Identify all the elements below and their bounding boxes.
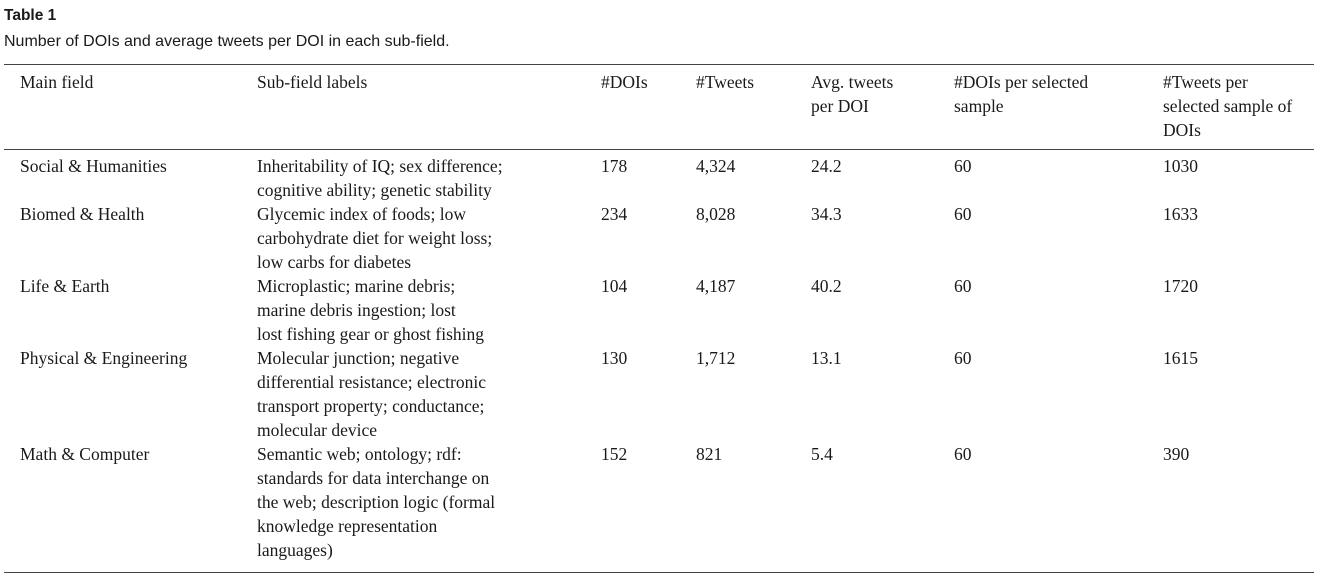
sub-field-line: marine debris ingestion; lost bbox=[257, 300, 456, 320]
cell-main-field: Math & Computer bbox=[20, 444, 150, 464]
sub-field-line: Microplastic; marine debris; bbox=[257, 276, 456, 296]
cell-dois: 130 bbox=[601, 348, 628, 368]
cell-sub-field: Semantic web; ontology; rdf: standards fo… bbox=[257, 442, 601, 562]
sub-field-line: cognitive ability; genetic stability bbox=[257, 180, 492, 200]
cell-sub-field: Inheritability of IQ; sex difference; cog… bbox=[257, 154, 601, 202]
cell-avg-tweets: 40.2 bbox=[811, 276, 842, 296]
header-avg-line: Avg. tweets bbox=[811, 72, 894, 92]
sub-field-line: the web; description logic (formal bbox=[257, 492, 496, 512]
header-tweets-selected: #Tweets per selected sample of DOIs bbox=[1163, 70, 1330, 148]
cell-dois-selected: 60 bbox=[954, 444, 972, 464]
cell-dois: 234 bbox=[601, 204, 628, 224]
cell-sub-field: Glycemic index of foods; low carbohydrate… bbox=[257, 202, 601, 274]
table-caption: Number of DOIs and average tweets per DO… bbox=[4, 33, 450, 50]
sub-field-line: molecular device bbox=[257, 420, 378, 440]
cell-dois: 152 bbox=[601, 444, 628, 464]
sub-field-line: Inheritability of IQ; sex difference; bbox=[257, 156, 503, 176]
sub-field-line: differential resistance; electronic bbox=[257, 372, 487, 392]
table-row: Life & Earth Microplastic; marine debris;… bbox=[4, 274, 1330, 346]
table-row: Math & Computer Semantic web; ontology; r… bbox=[4, 442, 1330, 562]
cell-dois: 178 bbox=[601, 156, 628, 176]
header-dois-selected-line: #DOIs per selected bbox=[954, 72, 1089, 92]
cell-dois-selected: 60 bbox=[954, 276, 972, 296]
cell-tweets: 4,187 bbox=[696, 276, 736, 296]
cell-tweets: 4,324 bbox=[696, 156, 736, 176]
cell-avg-tweets: 13.1 bbox=[811, 348, 842, 368]
sub-field-line: languages) bbox=[257, 540, 333, 560]
cell-dois-selected: 60 bbox=[954, 156, 972, 176]
sub-field-line: lost fishing gear or ghost fishing bbox=[257, 324, 484, 344]
cell-dois: 104 bbox=[601, 276, 628, 296]
header-tweets-selected-line: selected sample of bbox=[1163, 96, 1293, 116]
cell-sub-field: Molecular junction; negative differential… bbox=[257, 346, 601, 442]
cell-tweets: 1,712 bbox=[696, 348, 736, 368]
cell-main-field: Physical & Engineering bbox=[20, 348, 188, 368]
sub-field-line: knowledge representation bbox=[257, 516, 438, 536]
table-title: Table 1 bbox=[4, 7, 57, 24]
header-avg-line: per DOI bbox=[811, 96, 869, 116]
table-body: Social & Humanities Inheritability of IQ;… bbox=[4, 148, 1330, 562]
cell-dois-selected: 60 bbox=[954, 204, 972, 224]
header-tweets-selected-line: #Tweets per bbox=[1163, 72, 1248, 92]
cell-avg-tweets: 5.4 bbox=[811, 444, 833, 464]
cell-tweets: 8,028 bbox=[696, 204, 736, 224]
header-sub-field: Sub-field labels bbox=[257, 72, 368, 92]
table-bottom-rule bbox=[4, 572, 1314, 573]
sub-field-line: transport property; conductance; bbox=[257, 396, 485, 416]
data-table: Main field Sub-field labels #DOIs #Tweet… bbox=[4, 70, 1330, 562]
header-tweets: #Tweets bbox=[696, 72, 755, 92]
header-dois-selected-line: sample bbox=[954, 96, 1004, 116]
sub-field-line: Glycemic index of foods; low bbox=[257, 204, 466, 224]
table-top-rule bbox=[4, 64, 1314, 65]
cell-sub-field: Microplastic; marine debris; marine debri… bbox=[257, 274, 601, 346]
sub-field-line: carbohydrate diet for weight loss; bbox=[257, 228, 493, 248]
table-row: Social & Humanities Inheritability of IQ;… bbox=[4, 154, 1330, 202]
cell-avg-tweets: 24.2 bbox=[811, 156, 842, 176]
cell-tweets-selected: 1633 bbox=[1163, 204, 1198, 224]
cell-avg-tweets: 34.3 bbox=[811, 204, 842, 224]
cell-tweets-selected: 390 bbox=[1163, 444, 1190, 464]
cell-tweets-selected: 1615 bbox=[1163, 348, 1198, 368]
table-row: Physical & Engineering Molecular junction… bbox=[4, 346, 1330, 442]
header-dois-selected: #DOIs per selected sample bbox=[954, 70, 1163, 148]
header-row: Main field Sub-field labels #DOIs #Tweet… bbox=[4, 70, 1330, 148]
header-main-field: Main field bbox=[20, 72, 94, 92]
cell-tweets: 821 bbox=[696, 444, 723, 464]
cell-tweets-selected: 1720 bbox=[1163, 276, 1198, 296]
sub-field-line: Semantic web; ontology; rdf: bbox=[257, 444, 462, 464]
header-dois: #DOIs bbox=[601, 72, 648, 92]
cell-dois-selected: 60 bbox=[954, 348, 972, 368]
cell-tweets-selected: 1030 bbox=[1163, 156, 1198, 176]
table-row: Biomed & Health Glycemic index of foods; … bbox=[4, 202, 1330, 274]
cell-main-field: Life & Earth bbox=[20, 276, 110, 296]
header-avg-tweets: Avg. tweets per DOI bbox=[811, 70, 954, 148]
cell-main-field: Biomed & Health bbox=[20, 204, 145, 224]
sub-field-line: Molecular junction; negative bbox=[257, 348, 460, 368]
header-tweets-selected-line: DOIs bbox=[1163, 120, 1201, 140]
sub-field-line: low carbs for diabetes bbox=[257, 252, 412, 272]
table-header-rule bbox=[4, 149, 1314, 150]
sub-field-line: standards for data interchange on bbox=[257, 468, 490, 488]
cell-main-field: Social & Humanities bbox=[20, 156, 167, 176]
